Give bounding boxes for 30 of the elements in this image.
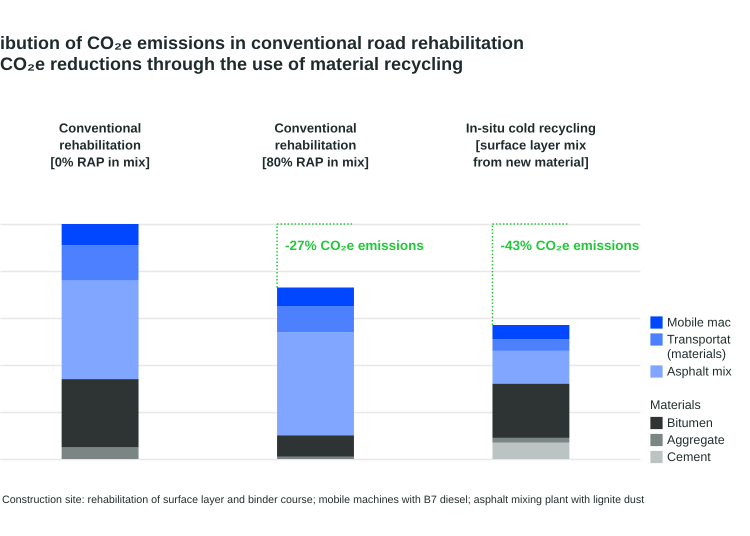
bar bbox=[277, 306, 354, 332]
bar bbox=[277, 436, 354, 457]
bar bbox=[492, 350, 570, 384]
bar bbox=[62, 280, 139, 380]
legend-title: Materials bbox=[650, 398, 701, 412]
bar bbox=[62, 379, 139, 448]
legend-label: Aggregate bbox=[667, 433, 725, 447]
legend-label: Asphalt mix bbox=[667, 364, 732, 378]
text: Construction site: rehabilitation of surface layer and binder course; mobile machines with B7 diesel; asphalt mixing plant with lignite dust bbox=[2, 494, 644, 506]
bar bbox=[492, 384, 570, 438]
bar bbox=[62, 447, 139, 459]
legend-label: Mobile mac bbox=[667, 316, 731, 330]
bar bbox=[62, 224, 139, 246]
annotation: -27% CO₂e emissions bbox=[285, 238, 424, 253]
x-tick-label: In-situ cold recycling [surface layer mix from new material] bbox=[466, 120, 596, 170]
bar bbox=[492, 438, 570, 443]
bar bbox=[277, 332, 354, 436]
x-tick-label: Conventional rehabilitation [0% RAP in mix] bbox=[50, 120, 150, 170]
bar bbox=[492, 325, 570, 340]
bar bbox=[62, 245, 139, 280]
bar bbox=[492, 339, 570, 351]
bar bbox=[277, 287, 354, 306]
legend-label: Bitumen bbox=[667, 416, 713, 430]
legend-label: Cement bbox=[667, 450, 712, 464]
x-tick-label: Conventional rehabilitation [80% RAP in mix] bbox=[262, 120, 369, 170]
legend-label: Transportat (materials) bbox=[667, 332, 731, 361]
bar bbox=[492, 442, 570, 459]
chart-subtitle: CO₂e reductions through the use of material recycling bbox=[0, 54, 464, 74]
chart-title: ibution of CO₂e emissions in conventional road rehabilitation bbox=[0, 33, 524, 53]
annotation: -43% CO₂e emissions bbox=[500, 238, 640, 253]
